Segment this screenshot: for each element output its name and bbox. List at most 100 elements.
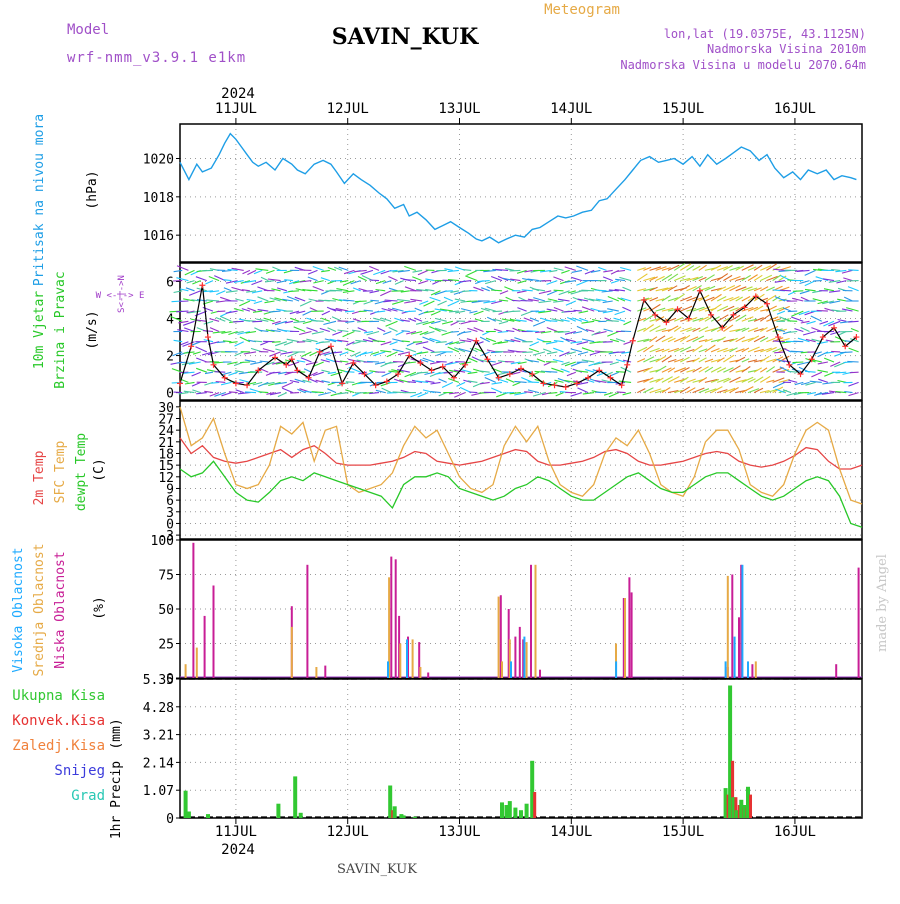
x-tick-label-bottom: 13JUL — [438, 824, 480, 840]
wind-arrow — [553, 301, 563, 302]
y-tick-label: 0 — [166, 387, 174, 402]
wind-arrow — [291, 318, 300, 321]
cloud-low-bar — [519, 627, 521, 678]
wind-arrow — [217, 311, 225, 312]
y-tick-label: 0 — [166, 812, 174, 827]
x-tick-label-top: 11JUL — [215, 101, 257, 117]
wind-arrow — [620, 268, 631, 271]
precip-total-bar — [393, 806, 397, 818]
wind-arrow — [577, 326, 588, 331]
y-tick-label: 6 — [166, 276, 174, 291]
x-tick-label-bottom: 15JUL — [662, 824, 704, 840]
wind-arrow — [777, 311, 785, 314]
cloud-high-bar — [734, 637, 736, 678]
cloud-low-bar — [427, 673, 429, 679]
wind-arrow — [817, 342, 828, 344]
wind-arrow — [235, 371, 244, 373]
year-bottom: 2024 — [221, 842, 255, 858]
wind-gust-marker — [205, 334, 211, 340]
wind-arrow — [467, 270, 478, 275]
x-tick-label-bottom: 12JUL — [327, 824, 369, 840]
wind-arrow — [239, 380, 250, 383]
wind-arrow — [323, 321, 336, 324]
wind-arrow — [570, 342, 582, 343]
wind-arrow — [189, 291, 201, 296]
wind-arrow — [810, 381, 822, 382]
precip-total-bar — [206, 814, 210, 818]
cloud-low-bar — [390, 557, 392, 678]
wind-arrow — [613, 352, 625, 353]
wind-arrow — [338, 330, 349, 332]
wind-arrow — [265, 301, 275, 303]
wind-arrow — [413, 270, 423, 272]
wind-arrow — [791, 351, 804, 352]
wind-arrow — [848, 270, 858, 271]
wind-arrow — [547, 352, 557, 354]
wind-arrow — [393, 349, 404, 352]
wind-arrow — [369, 280, 379, 281]
y-tick-label: 75 — [158, 569, 174, 584]
wind-arrow — [258, 310, 269, 312]
y-tick-label: 50 — [158, 603, 174, 618]
model-label: Model — [67, 22, 109, 38]
wind-arrow — [517, 308, 526, 312]
wind-arrow — [310, 308, 318, 311]
wind-arrow — [321, 270, 330, 271]
precip-conv-bar — [749, 795, 752, 818]
wind-arrow — [742, 377, 753, 382]
wind-arrow — [393, 392, 404, 393]
wind-arrow — [576, 371, 588, 373]
y-tick-label: 4 — [166, 313, 174, 328]
temp-sfc-line — [180, 407, 862, 504]
wind-arrow — [423, 347, 435, 352]
cloud-low-bar — [858, 568, 860, 678]
wind-arrow — [805, 371, 816, 372]
wind-arrow — [252, 321, 262, 322]
wind-arrow — [829, 291, 840, 292]
wind-arrow — [408, 382, 416, 383]
wind-arrow — [325, 300, 337, 301]
wind-arrow — [545, 321, 557, 322]
wind-arrow — [238, 393, 250, 394]
wind-arrow — [376, 290, 386, 291]
wind-arrow — [254, 341, 262, 342]
wind-arrow — [742, 348, 749, 352]
wind-arrow — [436, 361, 446, 362]
cloud-mid-bar — [498, 597, 500, 678]
cloud-mid-bar — [399, 644, 401, 679]
wind-arrow — [847, 361, 858, 362]
wind-arrow — [567, 372, 576, 376]
wind-arrow — [582, 348, 594, 352]
temp-dewpt-line — [180, 461, 862, 527]
wind-arrow — [468, 372, 478, 373]
wind-arrow — [795, 329, 804, 332]
cloud-mid-bar — [535, 565, 537, 678]
cloud-low-bar — [631, 592, 633, 678]
wind-arrow — [176, 278, 188, 281]
wind-arrow — [838, 320, 847, 322]
wind-gust-marker — [473, 338, 479, 344]
temp-unit: (C) — [92, 458, 107, 481]
wind-arrow — [294, 327, 306, 332]
wind-arrow — [185, 382, 195, 384]
wind-arrow — [308, 270, 317, 274]
wind-arrow — [258, 297, 269, 301]
wind-arrow — [793, 291, 803, 292]
wind-arrow — [220, 316, 231, 321]
wind-arrow — [553, 348, 563, 352]
wind-arrow — [554, 290, 564, 291]
wind-arrow — [439, 379, 447, 383]
temp-ylabel-dewpt: dewpt Temp — [74, 433, 89, 511]
wind-arrow — [512, 300, 521, 301]
year-top: 2024 — [221, 86, 255, 102]
wind-arrow — [196, 347, 207, 352]
plot-area: 1016101810200246-30369121518212427300255… — [143, 101, 862, 840]
wind-gust-marker — [199, 282, 205, 288]
wind-gust-marker — [563, 384, 569, 390]
wind-arrow — [526, 331, 539, 332]
wind-arrow — [209, 319, 219, 322]
wind-arrow — [233, 321, 244, 322]
wind-arrow — [484, 372, 495, 375]
wind-arrow — [498, 372, 508, 375]
cloud-high-bar — [406, 639, 408, 678]
